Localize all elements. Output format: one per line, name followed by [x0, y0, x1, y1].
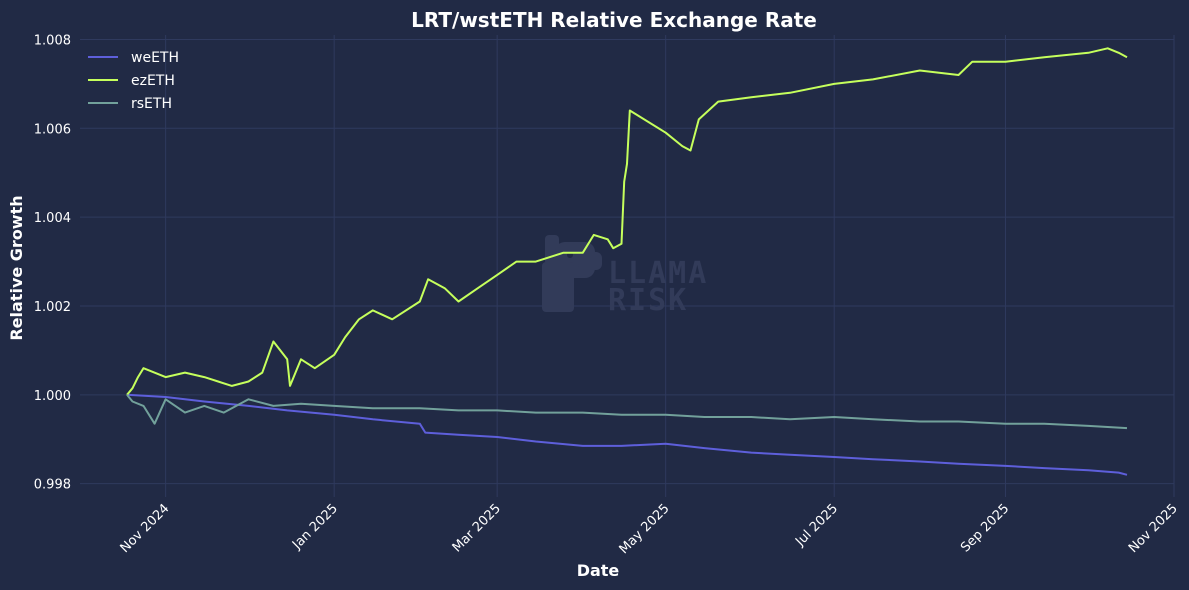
- watermark-line-2: RISK: [608, 283, 688, 318]
- legend: weETH ezETH rsETH: [88, 50, 179, 112]
- legend-label-weeth: weETH: [131, 50, 179, 66]
- series-lines: [126, 47, 1128, 476]
- legend-label-ezeth: ezETH: [131, 73, 175, 89]
- series-line-rseth: [126, 394, 1128, 430]
- watermark-line-1: LLAMA: [608, 256, 708, 291]
- y-tick-label: 1.004: [34, 211, 71, 226]
- y-tick-label: 1.006: [34, 122, 71, 137]
- y-tick-label: 1.000: [34, 389, 71, 404]
- y-tick-label: 1.008: [34, 33, 71, 48]
- y-axis-ticks: 0.998 1.000 1.002 1.004 1.006 1.008: [34, 33, 71, 492]
- gridlines: [80, 35, 1175, 497]
- series-line-ezeth: [126, 47, 1128, 396]
- chart-title: LRT/wstETH Relative Exchange Rate: [411, 8, 817, 32]
- watermark: LLAMA RISK: [542, 235, 708, 318]
- series-line-weeth: [126, 393, 1128, 476]
- y-tick-label: 0.998: [34, 478, 71, 493]
- y-tick-label: 1.002: [34, 300, 71, 315]
- x-axis-title: Date: [577, 561, 620, 580]
- legend-label-rseth: rsETH: [131, 96, 172, 112]
- y-axis-title: Relative Growth: [7, 195, 26, 340]
